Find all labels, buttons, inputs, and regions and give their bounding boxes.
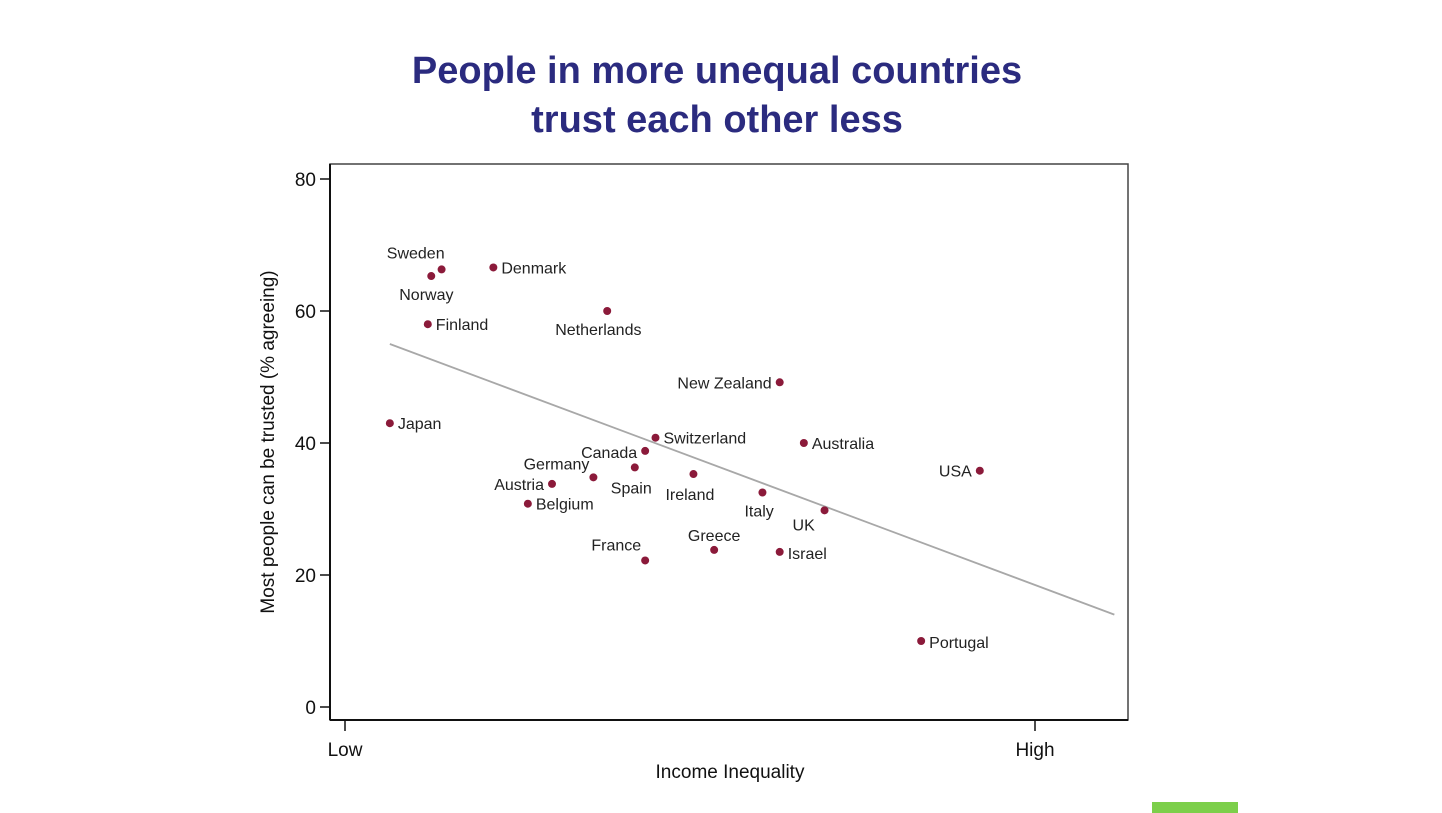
chart-title-line-1: People in more unequal countries: [411, 50, 1023, 92]
data-point: [710, 545, 719, 554]
point-label: Portugal: [929, 635, 989, 652]
data-point: [758, 488, 767, 497]
point-label: Spain: [611, 480, 652, 497]
point-label: Ireland: [665, 487, 714, 504]
data-point: [437, 265, 446, 274]
y-axis-label: Most people can be trusted (% agreeing): [258, 270, 279, 613]
point-label: Finland: [436, 317, 488, 334]
y-tick-label: 20: [295, 566, 316, 587]
data-point: [917, 637, 926, 645]
point-label: Netherlands: [555, 322, 641, 339]
point-label: Italy: [744, 504, 773, 521]
data-point: [589, 473, 598, 482]
point-label: Switzerland: [664, 431, 747, 448]
data-point: [820, 506, 829, 515]
chart-title-line-2: trust each other less: [531, 99, 903, 141]
point-label: Norway: [399, 287, 453, 304]
data-point: [427, 272, 436, 281]
x-tick-label: Low: [328, 740, 363, 761]
point-label: Japan: [398, 416, 442, 433]
point-label: USA: [939, 464, 972, 481]
data-point: [523, 499, 532, 508]
data-point: [630, 463, 639, 472]
y-tick-label: 0: [305, 698, 316, 719]
point-label: Greece: [688, 528, 741, 545]
point-label: Australia: [812, 436, 874, 453]
data-point: [689, 470, 698, 479]
point-label: UK: [793, 517, 816, 534]
point-label: Belgium: [536, 497, 594, 514]
green-accent-bar: [1152, 802, 1238, 813]
y-tick-label: 80: [295, 170, 316, 191]
point-label: Sweden: [387, 245, 445, 262]
x-tick-label: High: [1015, 740, 1054, 761]
data-point: [489, 263, 498, 272]
data-point: [651, 433, 660, 442]
data-point: [775, 547, 784, 556]
data-point: [423, 320, 432, 329]
data-point: [641, 446, 650, 455]
data-point: [975, 466, 984, 475]
point-label: Israel: [788, 546, 827, 563]
data-point: [385, 419, 394, 428]
point-label: New Zealand: [677, 375, 771, 392]
data-point: [548, 479, 556, 488]
point-label: Canada: [581, 445, 637, 462]
point-label: France: [591, 537, 641, 554]
point-label: Denmark: [501, 260, 567, 277]
y-tick-label: 60: [295, 302, 316, 323]
data-point: [641, 556, 650, 565]
data-point: [603, 307, 612, 315]
data-point: [775, 378, 784, 387]
x-axis-label: Income Inequality: [656, 762, 805, 783]
point-label: Germany: [524, 456, 590, 473]
trend-line: [389, 343, 1115, 616]
data-point: [799, 439, 808, 447]
point-label: Austria: [494, 477, 544, 494]
y-tick-label: 40: [295, 434, 316, 455]
